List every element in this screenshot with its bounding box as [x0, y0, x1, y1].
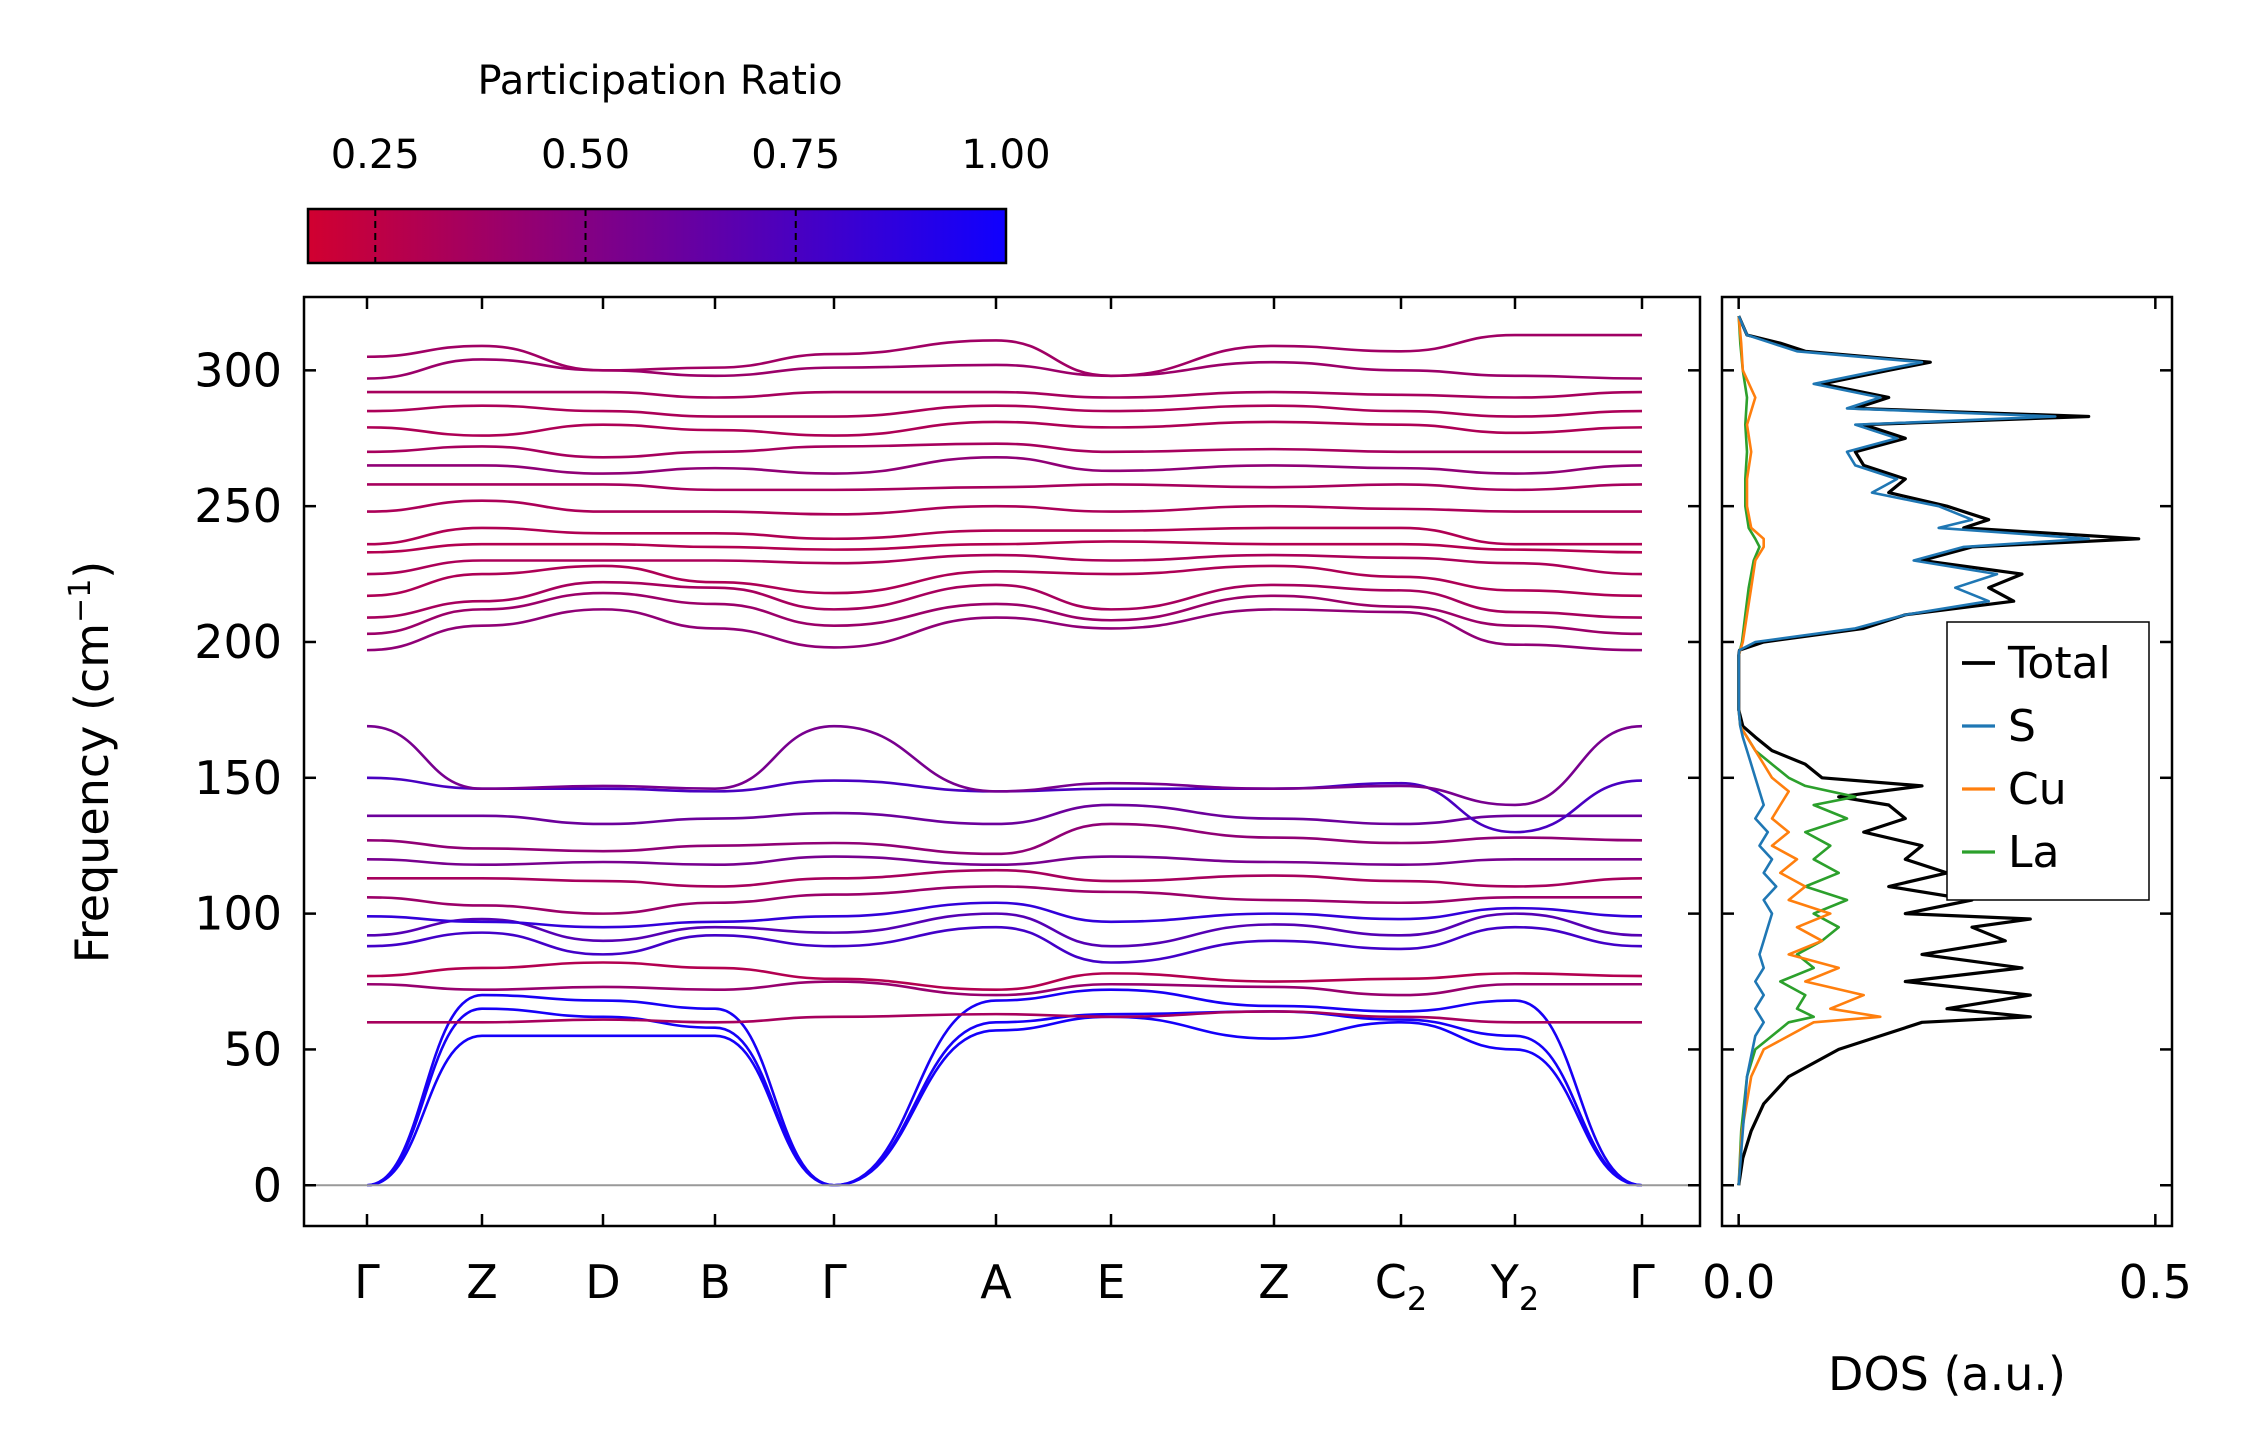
phonon-band [366, 608, 1643, 652]
phonon-band [366, 901, 1643, 929]
band-ytick-label: 250 [194, 479, 282, 533]
dos-x-axis-label: DOS (a.u.) [1828, 1347, 2066, 1401]
phonon-band [366, 855, 1642, 867]
dos-curve-s [1737, 315, 2090, 1186]
phonon-band [366, 912, 1643, 948]
band-plot-frame [302, 295, 1702, 1228]
colorbar-tick-label: 0.75 [751, 132, 840, 178]
phonon-band [366, 553, 1643, 576]
phonon-band [366, 580, 1643, 619]
phonon-band [366, 564, 1643, 598]
dos-plot-frame [1720, 295, 2174, 1228]
phonon-band [366, 822, 1643, 856]
colorbar-tick-label: 0.25 [331, 132, 420, 178]
legend-label: Cu [2008, 764, 2067, 815]
band-xtick-label: Z [466, 1255, 498, 1309]
dos-curves [1737, 315, 2141, 1186]
phonon-band [366, 1015, 1643, 1187]
band-ytick-label: 300 [194, 343, 282, 397]
legend-label: Total [2007, 638, 2111, 689]
band-xtick-label: Γ [821, 1255, 847, 1309]
band-y-axis-label: Frequency (cm−1) [63, 561, 119, 964]
band-ytick-label: 150 [194, 751, 282, 805]
band-xtick-label: B [699, 1255, 731, 1309]
phonon-band [366, 404, 1643, 418]
band-ytick-label: 0 [253, 1158, 282, 1212]
band-xtick-label: A [980, 1255, 1012, 1309]
phonon-band [366, 591, 1643, 636]
band-xtick-label: Γ [354, 1255, 380, 1309]
dos-xtick-label: 0.5 [2119, 1255, 2192, 1309]
band-xtick-label: E [1096, 1255, 1125, 1309]
band-xtick-label: D [585, 1255, 620, 1309]
dos-curve-cu [1737, 315, 1882, 1186]
phonon-band [366, 988, 1643, 1187]
legend-label: La [2008, 827, 2059, 878]
legend-box [1946, 621, 2150, 901]
dos-curve-la [1737, 315, 1857, 1186]
phonon-band [367, 803, 1642, 826]
band-ytick-label: 50 [223, 1022, 282, 1076]
phonon-band [367, 455, 1643, 475]
legend-label: S [2008, 701, 2036, 752]
phonon-band [366, 442, 1642, 459]
phonon-band [366, 499, 1642, 516]
dos-legend: Total S Cu La [1946, 621, 2150, 901]
phonon-band [366, 961, 1643, 991]
band-xtick-label: Z [1258, 1255, 1290, 1309]
dos-xtick-label: 0.0 [1702, 1255, 1775, 1309]
phonon-band [367, 1010, 1642, 1024]
dos-curve-total [1737, 315, 2141, 1186]
colorbar: Participation Ratio 0.25 0.50 0.75 1.00 [306, 58, 1051, 265]
colorbar-title: Participation Ratio [477, 58, 842, 104]
phonon-band [366, 1007, 1643, 1187]
phonon-band [366, 390, 1643, 399]
band-xtick-label: Γ [1629, 1255, 1655, 1309]
band-xtick-label: C2 [1375, 1255, 1427, 1318]
phonon-band [366, 925, 1643, 964]
band-ytick-label: 200 [194, 615, 282, 669]
phonon-band [366, 724, 1643, 807]
phonon-band [366, 420, 1643, 437]
band-structure-panel: 0 50 100 150 200 250 300 Γ Z D B Γ A E Z C2 Y2 Γ Frequen… [63, 295, 1702, 1318]
phonon-band [366, 885, 1642, 915]
phonon-band [366, 358, 1643, 380]
phonon-band [366, 526, 1642, 546]
phonon-band [366, 980, 1642, 997]
phonon-bands [366, 333, 1643, 1187]
band-ytick-label: 100 [194, 887, 282, 941]
phonon-band [366, 333, 1642, 378]
colorbar-tick-label: 0.50 [541, 132, 630, 178]
phonon-band [366, 868, 1643, 888]
band-xtick-label: Y2 [1490, 1255, 1539, 1318]
phonon-band [366, 540, 1643, 554]
phonon-band [366, 483, 1643, 492]
colorbar-tick-label: 1.00 [961, 132, 1050, 178]
colorbar-gradient [306, 207, 1008, 265]
dos-panel: 0.0 0.5 DOS (a.u.) Total S Cu La [1702, 295, 2192, 1401]
